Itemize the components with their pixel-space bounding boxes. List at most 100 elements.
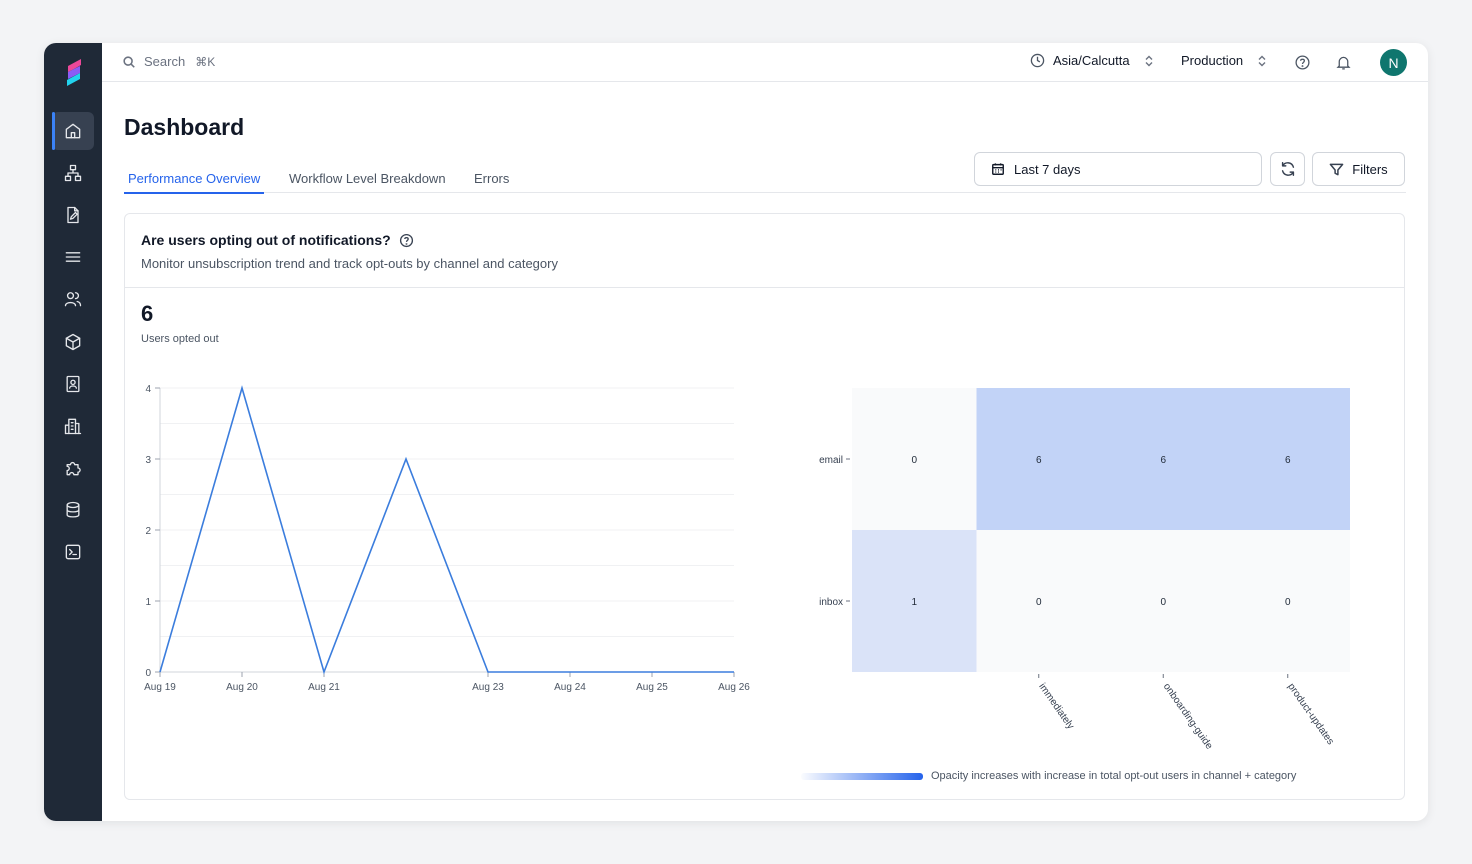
heatmap-cell-value: 0 xyxy=(1285,597,1291,608)
heatmap-cell-bg xyxy=(1225,530,1350,672)
row-label: email xyxy=(819,455,843,466)
column-label: onboarding-guide xyxy=(1161,681,1215,751)
home-icon xyxy=(65,123,81,139)
heatmap-cell-bg xyxy=(976,530,1101,672)
sidebar-item-templates[interactable] xyxy=(52,196,94,234)
main-content: Dashboard Performance Overview Workflow … xyxy=(102,82,1428,821)
heatmap-cell-bg xyxy=(852,388,977,530)
x-tick-label: Aug 26 xyxy=(718,682,750,693)
date-range-value: Last 7 days xyxy=(1014,161,1081,177)
building-icon xyxy=(64,418,82,435)
clock-icon xyxy=(1030,53,1045,68)
search-placeholder: Search xyxy=(144,54,186,69)
sidebar-item-data[interactable] xyxy=(52,491,94,529)
heatmap-cell-bg xyxy=(1101,388,1226,530)
database-icon xyxy=(66,501,80,518)
heatmap-cell-bg xyxy=(1101,530,1226,672)
page-title: Dashboard xyxy=(124,114,245,140)
heatmap-cell-value: 0 xyxy=(1036,597,1042,608)
tab-workflow-level-breakdown[interactable]: Workflow Level Breakdown xyxy=(289,171,446,186)
opt-out-heatmap: 0 6 6 6 1 0 0 0 email inbox immediately onboarding-… xyxy=(819,388,1350,752)
opt-out-card: Are users opting out of notifications? M… xyxy=(124,213,1405,800)
series-line xyxy=(159,385,734,675)
filter-icon xyxy=(1329,163,1344,175)
sidebar-item-tenants[interactable] xyxy=(52,407,94,445)
timezone-select[interactable]: Asia/Calcutta xyxy=(1030,53,1154,68)
y-tick-label: 3 xyxy=(145,455,151,466)
user-avatar[interactable]: N xyxy=(1380,49,1407,76)
row-label: inbox xyxy=(819,597,843,608)
heatmap-cell xyxy=(976,388,1101,530)
x-tick-label: Aug 21 xyxy=(308,682,340,693)
sidebar-item-users[interactable] xyxy=(52,280,94,318)
refresh-button[interactable] xyxy=(1270,152,1305,186)
calendar-icon xyxy=(992,163,1004,175)
filters-label: Filters xyxy=(1352,161,1388,177)
x-tick-label: Aug 25 xyxy=(636,682,668,693)
tab-bar: Performance Overview Workflow Level Brea… xyxy=(124,160,1406,194)
environment-value: Production xyxy=(1181,53,1244,68)
sidebar xyxy=(44,43,102,821)
sidebar-item-integrations[interactable] xyxy=(52,449,94,487)
list-icon xyxy=(65,252,81,262)
card-header: Are users opting out of notifications? M… xyxy=(125,214,1404,288)
sidebar-item-objects[interactable] xyxy=(52,323,94,361)
bell-icon xyxy=(1335,56,1351,70)
heatmap-cell-value: 6 xyxy=(1160,455,1166,466)
y-tick-label: 4 xyxy=(145,384,151,395)
topbar: Search ⌘K Asia/Calcutta Production N xyxy=(102,43,1428,82)
card-subtitle: Monitor unsubscription trend and track o… xyxy=(141,256,558,271)
opt-out-line-chart: 0 1 2 3 4 Aug 19 Aug 20 Aug 21 Aug 23 Aug 24 Aug 2… xyxy=(144,384,750,693)
notifications-button[interactable] xyxy=(1333,52,1353,72)
date-range-picker[interactable]: Last 7 days xyxy=(974,152,1262,186)
brand-logo-icon[interactable] xyxy=(62,57,86,87)
app-window: Search ⌘K Asia/Calcutta Production N Das… xyxy=(44,43,1428,821)
users-icon xyxy=(64,292,82,307)
heatmap-cell xyxy=(852,530,977,672)
heatmap-cell-value: 1 xyxy=(911,597,917,608)
filters-button[interactable]: Filters xyxy=(1312,152,1405,186)
tab-errors[interactable]: Errors xyxy=(474,171,510,186)
sidebar-item-home[interactable] xyxy=(52,112,94,150)
chevron-updown-icon xyxy=(1145,55,1153,66)
help-circle-icon[interactable] xyxy=(399,233,414,248)
heatmap-cell xyxy=(1225,388,1350,530)
column-label: immediately xyxy=(1036,681,1076,731)
search-input[interactable]: Search ⌘K xyxy=(122,54,215,69)
heatmap-cell xyxy=(1101,388,1226,530)
search-shortcut: ⌘K xyxy=(195,54,216,69)
contact-book-icon xyxy=(66,375,80,393)
column-label: product-updates xyxy=(1285,681,1335,747)
card-title: Are users opting out of notifications? xyxy=(141,232,1388,248)
heatmap-cell-bg xyxy=(852,530,977,672)
heatmap-cell-value: 6 xyxy=(1036,455,1042,466)
heatmap-cell-bg xyxy=(1225,388,1350,530)
opt-out-count-label: Users opted out xyxy=(141,333,219,345)
help-circle-icon xyxy=(1294,54,1310,70)
y-tick-label: 0 xyxy=(145,668,151,679)
timezone-value: Asia/Calcutta xyxy=(1053,53,1130,68)
sidebar-item-subscribers[interactable] xyxy=(52,365,94,403)
help-button[interactable] xyxy=(1292,52,1312,72)
legend-text: Opacity increases with increase in total… xyxy=(931,770,1297,782)
y-tick-label: 2 xyxy=(145,526,151,537)
x-tick-label: Aug 23 xyxy=(472,682,504,693)
workflow-icon xyxy=(64,164,82,182)
refresh-icon xyxy=(1281,161,1294,177)
search-icon xyxy=(123,55,135,68)
sidebar-item-developer[interactable] xyxy=(52,533,94,571)
cube-icon xyxy=(65,333,81,351)
heatmap-cell-value: 0 xyxy=(1160,597,1166,608)
puzzle-icon xyxy=(66,461,81,476)
heatmap-cell-value: 0 xyxy=(911,455,917,466)
sidebar-item-logs[interactable] xyxy=(52,238,94,276)
tab-performance-overview[interactable]: Performance Overview xyxy=(124,171,265,194)
terminal-icon xyxy=(65,544,81,560)
environment-select[interactable]: Production xyxy=(1181,53,1267,68)
heatmap-legend: Opacity increases with increase in total… xyxy=(801,770,1296,782)
chevron-updown-icon xyxy=(1258,55,1266,66)
heatmap-cell-bg xyxy=(976,388,1101,530)
opt-out-count: 6 xyxy=(141,301,154,326)
x-tick-label: Aug 24 xyxy=(554,682,586,693)
sidebar-item-workflows[interactable] xyxy=(52,154,94,192)
